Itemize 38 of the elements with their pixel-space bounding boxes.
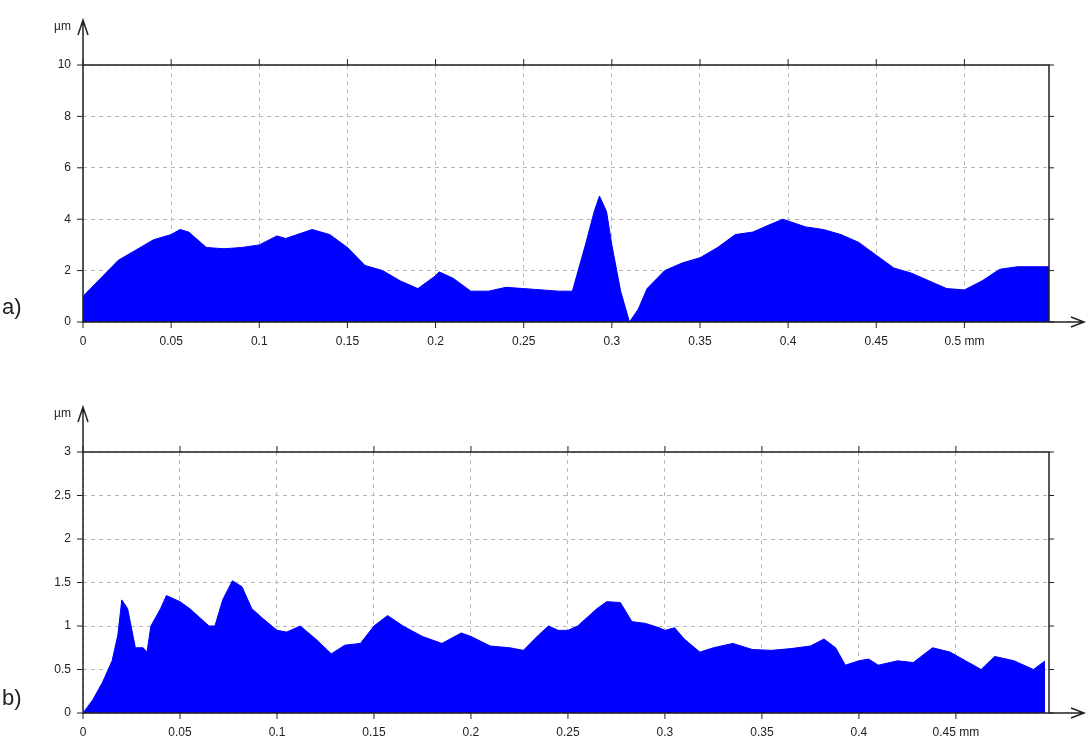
x-tick-label: 0.25 <box>512 333 536 348</box>
x-tick-label: 0.4 <box>779 333 797 348</box>
x-tick-label: 0.5 mm <box>944 333 985 348</box>
y-tick-label: 2 <box>64 262 72 277</box>
x-tick-label: 0.3 <box>656 724 674 739</box>
y-tick-label: 3 <box>64 444 72 459</box>
x-tick-label: 0.45 <box>864 333 889 348</box>
x-tick-label: 0.15 <box>362 724 386 739</box>
x-tick-label: 0.1 <box>250 333 268 348</box>
y-tick-label: 0 <box>64 705 72 720</box>
y-tick-label: 0 <box>64 314 72 329</box>
y-tick-label: 2.5 <box>54 487 72 502</box>
y-tick-label: 10 <box>57 57 72 72</box>
x-tick-label: 0.3 <box>603 333 621 348</box>
x-tick-label: 0 <box>79 333 87 348</box>
x-tick-label: 0 <box>79 724 87 739</box>
y-tick-label: 6 <box>64 160 72 175</box>
y-tick-label: 1 <box>64 618 72 633</box>
y-axis-title: µm <box>54 19 71 34</box>
y-tick-label: 2 <box>64 531 72 546</box>
x-tick-label: 0.05 <box>159 333 184 348</box>
x-tick-label: 0.4 <box>850 724 868 739</box>
x-tick-label: 0.45 mm <box>932 724 980 739</box>
x-tick-label: 0.2 <box>462 724 480 739</box>
x-tick-label: 0.35 <box>750 724 774 739</box>
text: b) <box>2 685 22 711</box>
x-tick-label: 0.2 <box>427 333 445 348</box>
y-tick-label: 8 <box>64 108 72 123</box>
text: a) <box>2 294 22 320</box>
x-tick-label: 0.1 <box>268 724 286 739</box>
y-tick-label: 1.5 <box>54 574 72 589</box>
x-tick-label: 0.25 <box>556 724 580 739</box>
y-axis-title: µm <box>54 406 71 421</box>
x-tick-label: 0.15 <box>335 333 360 348</box>
y-tick-label: 4 <box>64 211 72 226</box>
y-tick-label: 0.5 <box>54 661 72 676</box>
x-tick-label: 0.05 <box>168 724 192 739</box>
x-tick-label: 0.35 <box>688 333 712 348</box>
